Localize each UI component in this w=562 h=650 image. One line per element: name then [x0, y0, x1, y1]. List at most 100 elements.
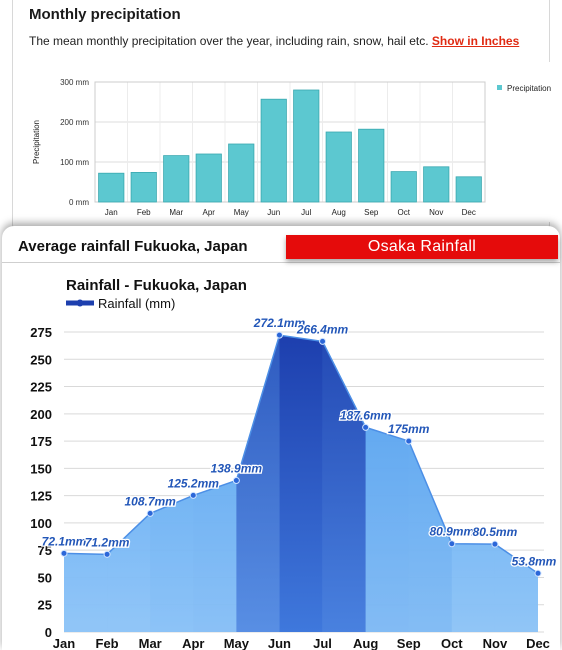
y-tick-label: 150 — [30, 461, 52, 476]
plot-frame — [94, 81, 486, 203]
y-tick-label: 225 — [30, 380, 52, 395]
x-tick-label: Jun — [267, 208, 280, 217]
y-tick-label: 300 mm — [60, 78, 89, 87]
monthly-precipitation-title: Monthly precipitation — [29, 6, 181, 23]
data-point-nov — [491, 540, 499, 548]
y-tick-label: 275 — [30, 325, 52, 340]
y-tick-label: 0 mm — [69, 198, 89, 207]
area-band-mar — [150, 495, 194, 632]
x-tick-label: Dec — [462, 208, 476, 217]
x-tick-label: Jan — [105, 208, 118, 217]
x-tick-label: Feb — [137, 208, 151, 217]
bar-feb — [130, 172, 157, 203]
x-tick-label: Jul — [301, 208, 311, 217]
y-axis-label: Precipitation — [32, 120, 41, 164]
data-label: 187.6mm — [340, 408, 392, 422]
data-label: 175mm — [388, 422, 430, 436]
show-in-inches-link[interactable]: Show in Inches — [431, 34, 520, 48]
x-tick-label: Apr — [182, 636, 204, 650]
data-label: 272.1mm — [253, 316, 306, 330]
y-tick-label: 0 — [45, 625, 52, 640]
bar-dec — [455, 176, 482, 203]
x-tick-label: Jun — [268, 636, 291, 650]
chart-title: Rainfall - Fukuoka, Japan — [66, 277, 247, 294]
area-band-apr — [193, 480, 237, 632]
bar-jan — [98, 172, 125, 203]
legend-label: Rainfall (mm) — [98, 296, 175, 311]
y-tick-label: 125 — [30, 489, 52, 504]
x-tick-label: Sep — [397, 636, 421, 650]
card-header: Average rainfall Fukuoka, Japan — [2, 226, 560, 263]
data-point-may — [232, 476, 240, 484]
osaka-rainfall-banner[interactable]: Osaka Rainfall — [286, 235, 558, 259]
data-label: 125.2mm — [168, 476, 220, 490]
x-tick-label: Apr — [203, 208, 216, 217]
fukuoka-rainfall-card: Average rainfall Fukuoka, Japan Osaka Ra… — [2, 226, 560, 650]
area-band-feb — [107, 513, 151, 632]
data-label: 108.7mm — [124, 494, 176, 508]
area-band-may — [236, 335, 280, 632]
area-band-jul — [322, 341, 366, 632]
x-tick-label: Aug — [332, 208, 346, 217]
data-point-jun — [275, 331, 283, 339]
monthly-precipitation-description: The mean monthly precipitation over the … — [29, 34, 519, 48]
x-tick-label: Jul — [313, 636, 332, 650]
y-tick-label: 25 — [38, 598, 52, 613]
data-point-aug — [362, 423, 370, 431]
legend-swatch — [497, 85, 502, 90]
x-tick-label: Oct — [441, 636, 463, 650]
data-label: 80.9mm — [429, 525, 474, 539]
y-tick-label: 250 — [30, 352, 52, 367]
legend-label: Precipitation — [507, 84, 551, 93]
monthly-precipitation-card: Monthly precipitation The mean monthly p… — [12, 0, 557, 236]
legend-item: Rainfall (mm) — [66, 296, 175, 311]
fukuoka-rainfall-area-chart: Rainfall - Fukuoka, Japan Rainfall (mm) 0 2… — [30, 277, 558, 650]
legend-marker — [76, 299, 84, 307]
y-tick-label: 175 — [30, 434, 52, 449]
y-tick-label: 200 — [30, 407, 52, 422]
data-label: 266.4mm — [296, 322, 349, 336]
x-tick-label: Oct — [398, 208, 411, 217]
data-label: 53.8mm — [512, 554, 557, 568]
x-tick-label: Jan — [53, 636, 75, 650]
y-tick-label: 75 — [38, 543, 52, 558]
bar-oct — [390, 171, 417, 203]
bar-jul — [293, 89, 320, 203]
precipitation-bar-chart: 0 mm 100 mm 200 mm 300 mm Precipitation Jan Fe… — [27, 62, 557, 222]
bar-apr — [195, 153, 222, 203]
x-tick-label: May — [224, 636, 250, 650]
bar-nov — [423, 166, 450, 203]
rainfall-line — [63, 334, 539, 574]
x-tick-label: Nov — [429, 208, 443, 217]
y-tick-label: 100 — [30, 516, 52, 531]
x-tick-label: Mar — [139, 636, 162, 650]
x-tick-label: Mar — [169, 208, 183, 217]
area-band-sep — [408, 441, 452, 632]
data-point-jul — [319, 337, 327, 345]
bar-may — [228, 143, 255, 203]
data-point-dec — [534, 569, 542, 577]
bar-mar — [163, 155, 190, 203]
x-tick-label: Feb — [96, 636, 119, 650]
area-band-jun — [279, 335, 323, 632]
data-label: 80.5mm — [473, 525, 518, 539]
area-band-oct — [451, 543, 495, 632]
data-point-jan — [60, 549, 68, 557]
x-tick-label: Aug — [353, 636, 378, 650]
data-point-feb — [103, 550, 111, 558]
bar-jun — [260, 98, 287, 203]
y-tick-label: 50 — [38, 570, 52, 585]
x-tick-label: Sep — [364, 208, 379, 217]
bar-sep — [358, 128, 385, 203]
fukuoka-rainfall-heading: Average rainfall Fukuoka, Japan — [18, 238, 248, 255]
data-point-sep — [405, 437, 413, 445]
area-band-aug — [365, 427, 409, 632]
data-point-apr — [189, 491, 197, 499]
data-label: 138.9mm — [211, 461, 263, 475]
description-text: The mean monthly precipitation over the … — [29, 34, 429, 48]
x-tick-label: Nov — [483, 636, 508, 650]
data-label: 72.1mm — [42, 534, 87, 548]
data-label: 71.2mm — [85, 535, 130, 549]
data-point-oct — [448, 540, 456, 548]
y-tick-label: 200 mm — [60, 118, 89, 127]
